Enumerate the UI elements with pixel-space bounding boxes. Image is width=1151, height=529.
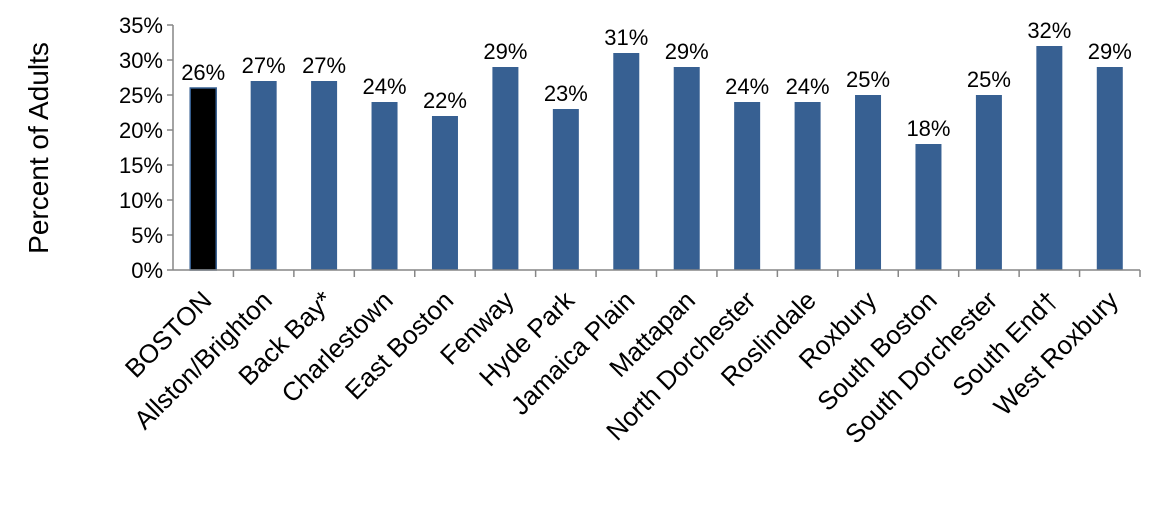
bar [855, 95, 881, 270]
y-tick-label: 0% [131, 258, 163, 283]
data-label: 23% [544, 81, 588, 106]
y-axis-ticks: 0% 5% 10% 15% 20% 25% 30% 35% [119, 13, 173, 283]
bar [190, 88, 216, 270]
data-label: 24% [725, 74, 769, 99]
data-label: 22% [423, 88, 467, 113]
y-tick-label: 30% [119, 48, 163, 73]
data-label: 25% [967, 67, 1011, 92]
y-tick-label: 15% [119, 153, 163, 178]
y-tick-label: 35% [119, 13, 163, 38]
y-tick-label: 20% [119, 118, 163, 143]
data-label: 27% [242, 53, 286, 78]
y-tick-label: 5% [131, 223, 163, 248]
bar [734, 102, 760, 270]
bar [613, 53, 639, 270]
data-label: 24% [786, 74, 830, 99]
data-label: 29% [665, 39, 709, 64]
bar [432, 116, 458, 270]
bar [492, 67, 518, 270]
bar [976, 95, 1002, 270]
bar [915, 144, 941, 270]
bar [795, 102, 821, 270]
data-label: 29% [483, 39, 527, 64]
y-axis-label: Percent of Adults [23, 42, 54, 254]
data-label: 18% [906, 116, 950, 141]
bar [311, 81, 337, 270]
data-label: 24% [363, 74, 407, 99]
bar [553, 109, 579, 270]
data-label: 31% [604, 25, 648, 50]
data-label: 25% [846, 67, 890, 92]
data-label: 29% [1088, 39, 1132, 64]
bar [251, 81, 277, 270]
bar [372, 102, 398, 270]
data-label: 32% [1027, 18, 1071, 43]
data-label: 27% [302, 53, 346, 78]
bar [1097, 67, 1123, 270]
y-tick-label: 25% [119, 83, 163, 108]
y-tick-label: 10% [119, 188, 163, 213]
data-label: 26% [181, 60, 225, 85]
bar [674, 67, 700, 270]
bar [1036, 46, 1062, 270]
